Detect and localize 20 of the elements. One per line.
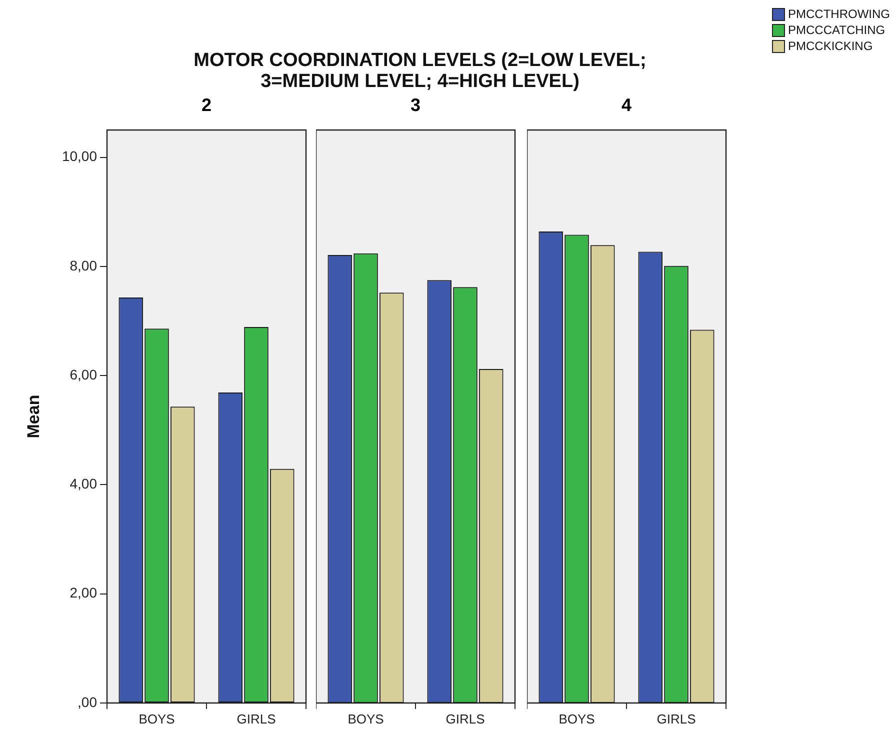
chart-subtitle: 4: [620, 95, 632, 116]
x-tick-label: BOYS: [138, 711, 176, 726]
x-tick-label: BOYS: [348, 711, 384, 726]
y-tick-label: ,00: [78, 694, 98, 710]
y-tick-label: 2,00: [70, 584, 98, 601]
y-tick-label: 6,00: [70, 366, 98, 382]
x-tick-label: GIRLS: [236, 711, 276, 726]
y-axis-title: Mean: [24, 394, 43, 438]
y-tick-label: 8,00: [70, 257, 98, 274]
legend-label: PMCCCATCHING: [788, 23, 886, 37]
x-tick-label: GIRLS: [656, 711, 696, 726]
y-tick-label: 10,00: [62, 148, 98, 164]
y-tick-label: 4,00: [70, 476, 98, 492]
legend-label: PMCCKICKING: [788, 39, 873, 53]
chart-subtitle: 3: [409, 95, 422, 116]
legend-label: PMCCTHROWING: [788, 7, 890, 21]
text: MOTOR COORDINATION LEVELS (2=LOW LEVEL; 3=MEDIUM LEVEL; 4=HIGH LEVEL): [192, 50, 648, 92]
chart-subtitle: 2: [200, 95, 212, 116]
x-tick-label: BOYS: [558, 711, 596, 726]
x-tick-label: GIRLS: [446, 711, 486, 726]
